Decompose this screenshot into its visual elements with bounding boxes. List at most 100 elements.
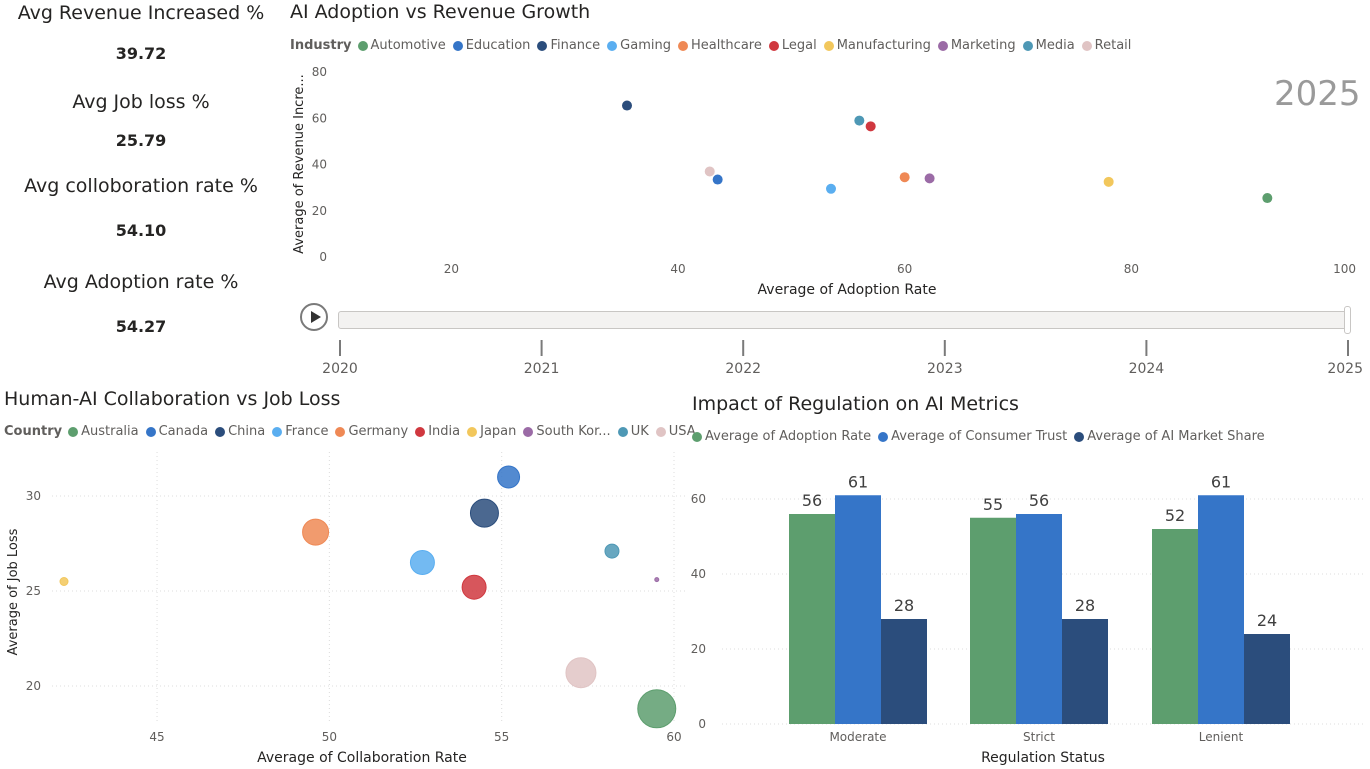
legend: Industry Automotive Education Finance Gamin…	[290, 38, 1138, 53]
data-label: 24	[1257, 611, 1277, 630]
legend-item-canada[interactable]: Canada	[145, 424, 208, 439]
legend-label: Germany	[348, 424, 409, 439]
legend-marker	[768, 40, 779, 51]
legend-item-finance[interactable]: Finance	[537, 38, 600, 53]
bar-moderate-average-of-adoption-rate	[789, 514, 835, 724]
legend-label: South Kor...	[536, 424, 611, 439]
bubble-canada	[497, 465, 521, 489]
year-label: 2025	[1327, 361, 1363, 377]
legend-label: Healthcare	[690, 38, 762, 53]
legend-item-uk[interactable]: UK	[617, 424, 649, 439]
y-tick-label: 60	[312, 111, 327, 125]
legend-item-usa[interactable]: USA	[655, 424, 696, 439]
legend-marker	[1022, 40, 1033, 51]
data-label: 56	[1029, 491, 1049, 510]
legend-item-automotive[interactable]: Automotive	[357, 38, 446, 53]
x-tick-label: 80	[1124, 262, 1139, 276]
year-label: 2023	[927, 361, 963, 377]
x-tick-label: 55	[494, 730, 509, 744]
legend-label: Marketing	[950, 38, 1016, 53]
legend-item-average-of-ai-market-share[interactable]: Average of AI Market Share	[1074, 429, 1265, 444]
legend-label: Media	[1035, 38, 1075, 53]
legend-item-healthcare[interactable]: Healthcare	[677, 38, 762, 53]
chart-title: Human-AI Collaboration vs Job Loss	[4, 388, 341, 410]
legend-item-china[interactable]: China	[215, 424, 265, 439]
bubble-australia	[637, 689, 677, 729]
y-tick-label: 25	[26, 584, 41, 598]
legend-item-media[interactable]: Media	[1022, 38, 1075, 53]
data-point-media	[854, 115, 865, 126]
play-axis-years: 2020 2021 2022 2023 2024 2025	[322, 340, 1363, 377]
play-axis-handle[interactable]	[1344, 306, 1351, 334]
data-point-legal	[865, 121, 876, 132]
legend-item-france[interactable]: France	[272, 424, 328, 439]
x-axis-title: Average of Adoption Rate	[758, 282, 937, 298]
bubble-france	[409, 550, 435, 575]
kpi-jobloss-label: Avg Job loss %	[72, 91, 210, 113]
data-label: 28	[894, 596, 914, 615]
data-label: 61	[848, 472, 868, 491]
kpi-revenue-label: Avg Revenue Increased %	[17, 2, 265, 24]
x-axis-title: Average of Collaboration Rate	[257, 750, 467, 766]
play-button[interactable]	[300, 303, 328, 331]
legend-marker	[523, 426, 534, 437]
legend-label: Australia	[81, 424, 139, 439]
legend-item-legal[interactable]: Legal	[768, 38, 817, 53]
y-axis-title: Average of Revenue Incre...	[292, 74, 307, 254]
legend-marker	[1081, 40, 1092, 51]
legend-item-japan[interactable]: Japan	[467, 424, 516, 439]
legend-item-average-of-adoption-rate[interactable]: Average of Adoption Rate	[692, 429, 871, 444]
x-tick-label: 60	[897, 262, 912, 276]
bubble-india	[461, 574, 487, 600]
legend-title: Country	[4, 424, 63, 439]
legend-marker	[1074, 431, 1085, 442]
y-tick-label: 60	[691, 492, 706, 506]
data-point-healthcare	[899, 172, 910, 183]
legend-label: China	[228, 424, 266, 439]
legend-label: Average of Consumer Trust	[891, 429, 1068, 444]
y-tick-label: 20	[691, 642, 706, 656]
play-axis-track[interactable]	[338, 311, 1350, 329]
legend-marker	[677, 40, 688, 51]
legend-marker	[655, 426, 666, 437]
legend-marker	[823, 40, 834, 51]
legend-title: Industry	[290, 38, 352, 53]
legend-label: USA	[668, 424, 696, 439]
legend-item-average-of-consumer-trust[interactable]: Average of Consumer Trust	[878, 429, 1067, 444]
bubble-germany	[302, 518, 330, 546]
legend-label: UK	[630, 424, 649, 439]
kpi-revenue-value: 39.72	[115, 44, 167, 63]
bubble-uk	[604, 543, 620, 559]
scatter-plot: 0 20 40 60 80 20 40 60 80 100 Average of Adoption …	[292, 65, 1356, 298]
legend-item-germany[interactable]: Germany	[335, 424, 408, 439]
data-label: 28	[1075, 596, 1095, 615]
play-axis-current-year: 2025	[1274, 74, 1361, 114]
x-tick-label: 60	[666, 730, 681, 744]
legend-label: Gaming	[620, 38, 671, 53]
data-point-manufacturing	[1103, 176, 1114, 187]
legend-item-marketing[interactable]: Marketing	[937, 38, 1016, 53]
y-tick-label: 0	[319, 250, 327, 264]
legend-item-south-kor[interactable]: South Kor...	[523, 424, 611, 439]
legend-label: France	[285, 424, 329, 439]
legend-item-manufacturing[interactable]: Manufacturing	[823, 38, 931, 53]
legend-item-india[interactable]: India	[415, 424, 460, 439]
bar-moderate-average-of-consumer-trust	[835, 495, 881, 724]
legend-marker	[357, 40, 368, 51]
legend-marker	[335, 426, 346, 437]
bubble-usa	[565, 657, 597, 689]
legend-item-australia[interactable]: Australia	[68, 424, 139, 439]
legend-label: India	[428, 424, 461, 439]
legend-marker	[452, 40, 463, 51]
legend-marker	[415, 426, 426, 437]
legend-label: Retail	[1094, 38, 1132, 53]
legend-item-retail[interactable]: Retail	[1081, 38, 1132, 53]
legend-marker	[617, 426, 628, 437]
x-tick-label: 45	[149, 730, 164, 744]
y-tick-label: 20	[312, 204, 327, 218]
legend-item-gaming[interactable]: Gaming	[607, 38, 671, 53]
x-tick-label: Lenient	[1199, 730, 1244, 744]
data-label: 55	[983, 495, 1003, 514]
year-label: 2022	[725, 361, 761, 377]
legend-item-education[interactable]: Education	[452, 38, 530, 53]
